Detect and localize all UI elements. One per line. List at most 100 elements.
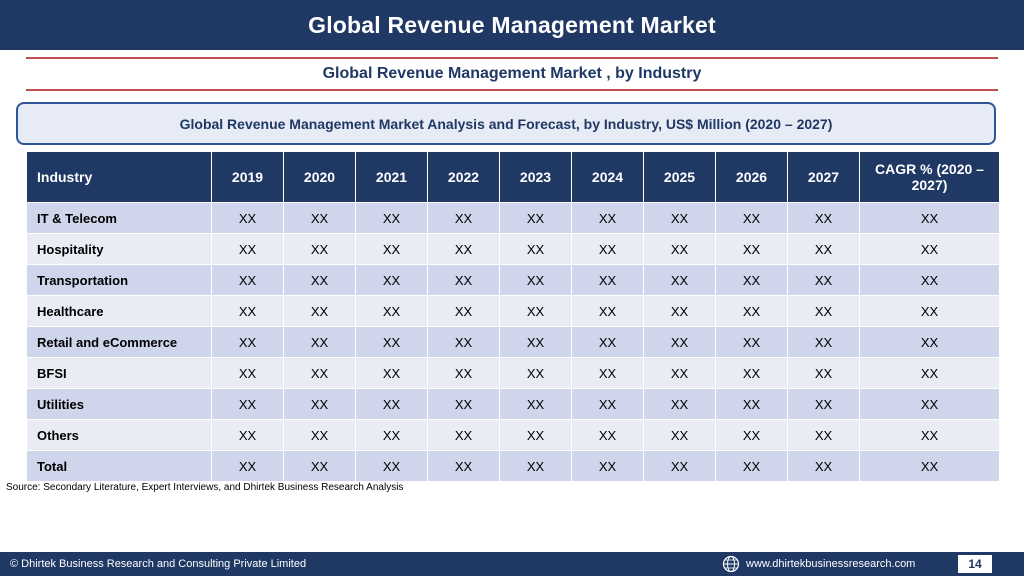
table-cell: XX xyxy=(211,357,284,389)
table-row: Others XX XX XX XX XX XX XX XX XX XX xyxy=(26,419,1000,451)
table-cell: XX xyxy=(283,295,356,327)
divider-bottom xyxy=(26,89,998,91)
table-cell: XX xyxy=(571,233,644,265)
table-cell: XX xyxy=(427,202,500,234)
table-cell: XX xyxy=(499,202,572,234)
column-header: 2024 xyxy=(571,151,644,203)
table-cell: XX xyxy=(643,295,716,327)
row-label: Transportation xyxy=(26,264,212,296)
table-cell: XX xyxy=(859,326,1000,358)
table-cell: XX xyxy=(715,295,788,327)
table-cell: XX xyxy=(571,326,644,358)
table-cell: XX xyxy=(643,264,716,296)
column-header: 2022 xyxy=(427,151,500,203)
table-row: Hospitality XX XX XX XX XX XX XX XX XX XX xyxy=(26,233,1000,265)
copyright-text: © Dhirtek Business Research and Consulti… xyxy=(10,558,307,570)
table-cell: XX xyxy=(427,357,500,389)
table-body: IT & Telecom XX XX XX XX XX XX XX XX XX XX Hospital… xyxy=(26,202,1000,482)
table-cell: XX xyxy=(211,388,284,420)
table-cell: XX xyxy=(283,388,356,420)
page-number: 14 xyxy=(958,555,992,573)
table-cell: XX xyxy=(499,264,572,296)
table-cell: XX xyxy=(283,264,356,296)
table-cell: XX xyxy=(859,357,1000,389)
table-cell: XX xyxy=(211,419,284,451)
table-cell: XX xyxy=(787,233,860,265)
column-header: 2020 xyxy=(283,151,356,203)
table-cell: XX xyxy=(211,450,284,482)
column-header: 2021 xyxy=(355,151,428,203)
table-cell: XX xyxy=(571,295,644,327)
column-header: CAGR % (2020 – 2027) xyxy=(859,151,1000,203)
table-cell: XX xyxy=(859,388,1000,420)
table-cell: XX xyxy=(283,202,356,234)
table-cell: XX xyxy=(787,295,860,327)
row-label: Healthcare xyxy=(26,295,212,327)
column-header: 2025 xyxy=(643,151,716,203)
globe-icon xyxy=(722,555,740,573)
table-cell: XX xyxy=(211,233,284,265)
table-cell: XX xyxy=(715,326,788,358)
table-cell: XX xyxy=(499,295,572,327)
table-row: Healthcare XX XX XX XX XX XX XX XX XX XX xyxy=(26,295,1000,327)
table-cell: XX xyxy=(571,419,644,451)
table-cell: XX xyxy=(499,357,572,389)
table-cell: XX xyxy=(787,326,860,358)
website-link[interactable]: www.dhirtekbusinessresearch.com xyxy=(746,558,916,570)
table-cell: XX xyxy=(859,450,1000,482)
table-cell: XX xyxy=(283,450,356,482)
table-cell: XX xyxy=(427,388,500,420)
table-cell: XX xyxy=(211,202,284,234)
table-cell: XX xyxy=(715,202,788,234)
footer-bar: © Dhirtek Business Research and Consulti… xyxy=(0,552,1024,576)
table-cell: XX xyxy=(499,450,572,482)
row-label: Total xyxy=(26,450,212,482)
table-cell: XX xyxy=(211,264,284,296)
table-cell: XX xyxy=(427,326,500,358)
table-cell: XX xyxy=(427,419,500,451)
table-cell: XX xyxy=(355,202,428,234)
table-header-row: Industry 2019 2020 2021 2022 2023 2024 2025 2026… xyxy=(26,151,1000,203)
table-cell: XX xyxy=(787,357,860,389)
table-cell: XX xyxy=(427,450,500,482)
table-cell: XX xyxy=(283,419,356,451)
table-cell: XX xyxy=(211,295,284,327)
table-cell: XX xyxy=(427,264,500,296)
row-label: BFSI xyxy=(26,357,212,389)
title-bar: Global Revenue Management Market xyxy=(0,0,1024,50)
column-header: 2026 xyxy=(715,151,788,203)
table-cell: XX xyxy=(571,264,644,296)
source-note: Source: Secondary Literature, Expert Int… xyxy=(6,482,404,493)
table-cell: XX xyxy=(355,326,428,358)
table-cell: XX xyxy=(643,357,716,389)
data-table-container: Industry 2019 2020 2021 2022 2023 2024 2025 2026… xyxy=(26,151,1000,482)
table-cell: XX xyxy=(355,233,428,265)
table-cell: XX xyxy=(283,357,356,389)
table-cell: XX xyxy=(787,388,860,420)
table-cell: XX xyxy=(715,450,788,482)
table-cell: XX xyxy=(211,326,284,358)
table-cell: XX xyxy=(859,419,1000,451)
table-cell: XX xyxy=(355,264,428,296)
table-cell: XX xyxy=(643,326,716,358)
table-cell: XX xyxy=(571,388,644,420)
table-cell: XX xyxy=(571,450,644,482)
table-cell: XX xyxy=(571,202,644,234)
industry-forecast-table: Industry 2019 2020 2021 2022 2023 2024 2025 2026… xyxy=(26,151,1000,482)
row-label: Others xyxy=(26,419,212,451)
table-row: Transportation XX XX XX XX XX XX XX XX XX XX xyxy=(26,264,1000,296)
table-cell: XX xyxy=(787,264,860,296)
table-cell: XX xyxy=(355,295,428,327)
column-header: 2027 xyxy=(787,151,860,203)
table-cell: XX xyxy=(571,357,644,389)
column-header: 2019 xyxy=(211,151,284,203)
table-cell: XX xyxy=(355,419,428,451)
table-cell: XX xyxy=(283,326,356,358)
table-row: BFSI XX XX XX XX XX XX XX XX XX XX xyxy=(26,357,1000,389)
table-cell: XX xyxy=(859,233,1000,265)
table-cell: XX xyxy=(715,233,788,265)
table-row: Total XX XX XX XX XX XX XX XX XX XX xyxy=(26,450,1000,482)
table-cell: XX xyxy=(427,295,500,327)
table-cell: XX xyxy=(715,388,788,420)
table-caption: Global Revenue Management Market Analysi… xyxy=(179,115,833,132)
